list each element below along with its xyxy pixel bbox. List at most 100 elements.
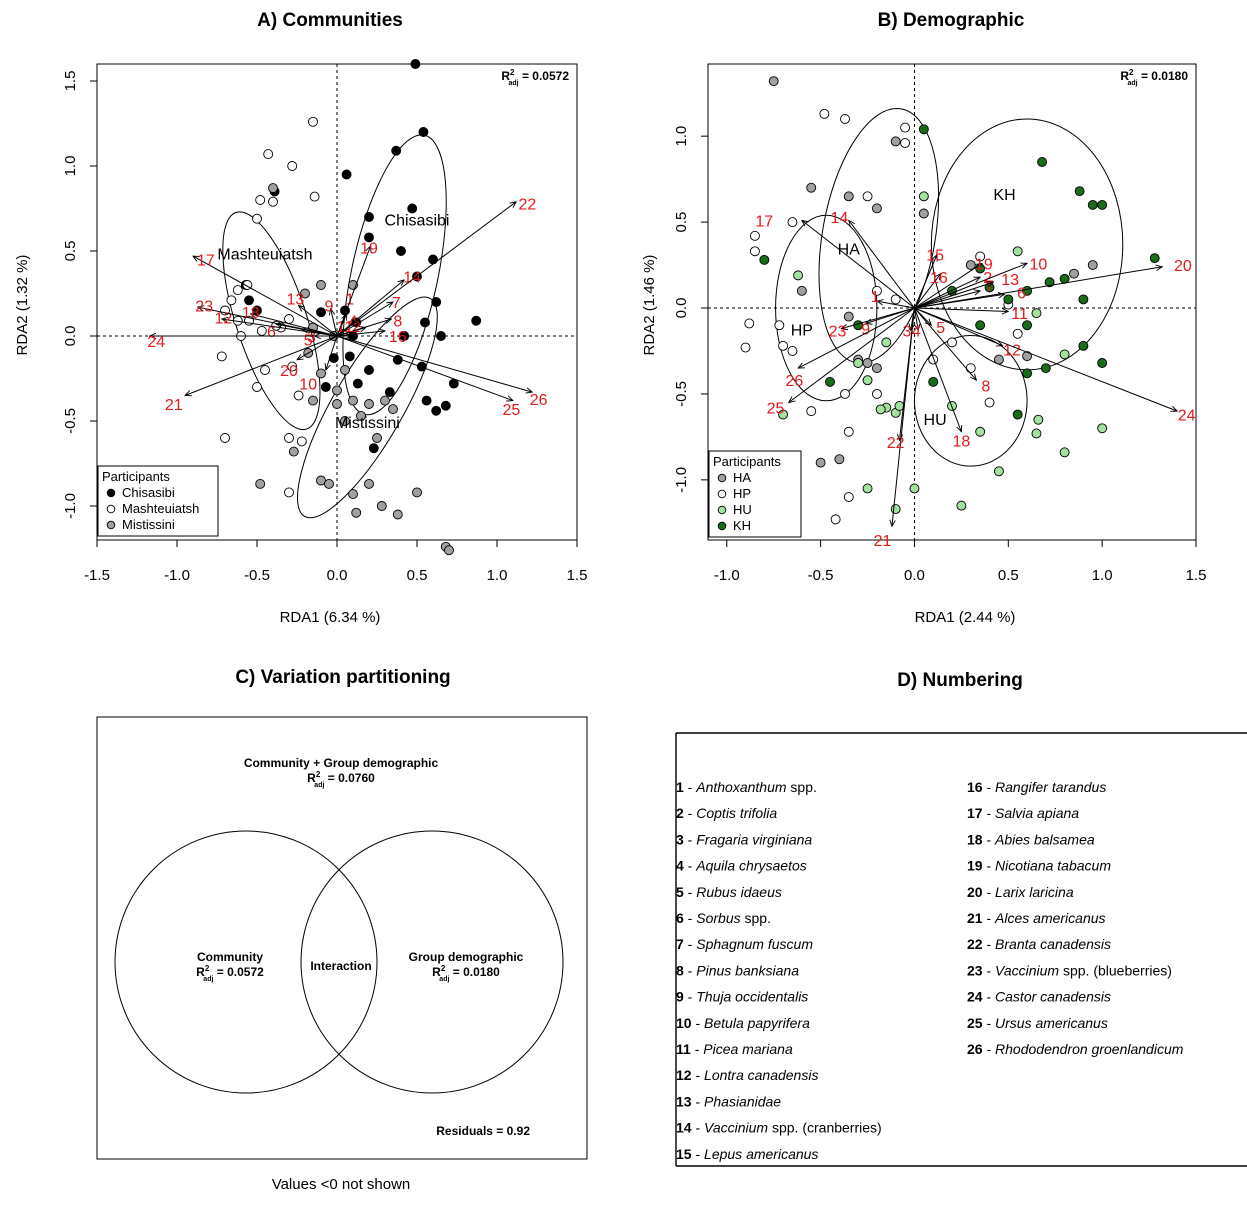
b-group-label: HP xyxy=(791,323,813,340)
a-point-mashteuiatsh xyxy=(309,191,320,202)
numbering-item-24: 24 - Castor canadensis xyxy=(967,989,1111,1005)
a-point-mistissini xyxy=(308,395,318,406)
a-point-mistissini xyxy=(348,489,358,500)
numbering-number: 16 xyxy=(967,779,983,795)
a-r2-main: R xyxy=(501,69,510,83)
b-point-hp xyxy=(900,138,911,148)
a-arrow-22 xyxy=(336,202,516,337)
numbering-species: Sorbus xyxy=(696,910,740,926)
a-point-mashteuiatsh xyxy=(284,487,294,498)
a-arrow-7 xyxy=(336,302,393,337)
numbering-species: Lepus americanus xyxy=(704,1146,818,1162)
a-arrow-label-8: 8 xyxy=(393,314,402,331)
b-point-hp xyxy=(840,388,850,399)
numbering-sep: - xyxy=(983,831,995,847)
a-arrow-label-5: 5 xyxy=(304,332,313,349)
b-point-hu xyxy=(1059,447,1070,458)
b-ytick-label: -0.5 xyxy=(673,381,690,407)
panel-b-demographic: B) Demographic RDA1 (2.44 %) RDA2 (1.46 … xyxy=(641,10,1206,626)
b-ytick-label: 1.0 xyxy=(673,126,690,147)
a-point-chisasibi xyxy=(399,331,410,341)
numbering-number: 6 xyxy=(676,910,684,926)
b-point-hp xyxy=(787,217,798,228)
b-arrow-8 xyxy=(914,307,976,380)
a-arrow-16 xyxy=(336,331,385,337)
panel-c-footnote: Values <0 not shown xyxy=(272,1176,411,1193)
numbering-number: 21 xyxy=(967,910,983,926)
b-arrow-label-20: 20 xyxy=(1174,258,1192,275)
venn-total-r2: R2 adj = 0.0760 xyxy=(307,770,375,789)
a-point-chisasibi xyxy=(440,400,451,411)
b-arrow-15 xyxy=(914,255,937,309)
b-r2-value: = 0.0180 xyxy=(1138,69,1189,83)
numbering-number: 15 xyxy=(676,1146,692,1162)
a-point-chisasibi xyxy=(407,203,418,214)
numbering-species: Vaccinium xyxy=(704,1120,768,1136)
b-point-kh xyxy=(1022,320,1033,331)
b-arrow-label-7: 7 xyxy=(985,279,994,296)
numbering-item-2: 2 - Coptis trifolia xyxy=(676,805,777,821)
a-arrow-14 xyxy=(336,280,404,337)
numbering-item-23: 23 - Vaccinium spp. (blueberries) xyxy=(967,962,1172,978)
panel-a-xlabel: RDA1 (6.34 %) xyxy=(280,609,381,626)
numbering-number: 24 xyxy=(967,989,983,1005)
b-arrow-label-15: 15 xyxy=(926,248,944,265)
numbering-species: Fragaria virginiana xyxy=(696,831,812,847)
a-legend-label: Chisasibi xyxy=(122,485,175,500)
b-point-kh xyxy=(1037,156,1048,167)
b-point-kh xyxy=(1097,199,1108,210)
b-ellipse-hu xyxy=(913,335,1028,467)
b-xtick-label: 1.5 xyxy=(1186,567,1207,584)
numbering-species: Aquila chrysaetos xyxy=(695,858,807,874)
numbering-number: 1 xyxy=(676,779,684,795)
a-point-mashteuiatsh xyxy=(296,436,307,447)
b-point-hu xyxy=(993,466,1004,477)
b-arrow-19 xyxy=(914,263,982,309)
b-arrow-label-8: 8 xyxy=(981,378,990,395)
a-legend-label: Mashteuiatsh xyxy=(122,501,199,516)
b-arrow-label-17: 17 xyxy=(755,213,773,230)
numbering-number: 23 xyxy=(967,962,983,978)
b-point-kh xyxy=(975,320,986,331)
a-r2-sup: 2 xyxy=(510,68,515,77)
a-arrow-label-26: 26 xyxy=(530,392,548,409)
numbering-species: Rangifer tarandus xyxy=(995,779,1106,795)
numbering-species: Picea mariana xyxy=(703,1041,793,1057)
b-point-kh xyxy=(1097,358,1108,368)
b-point-hu xyxy=(862,483,873,494)
b-ytick-label: 0.0 xyxy=(673,298,690,319)
a-arrow-12 xyxy=(222,319,338,337)
b-legend-label: HU xyxy=(733,502,752,517)
numbering-sep: - xyxy=(684,910,696,926)
a-arrow-label-18: 18 xyxy=(242,305,260,322)
b-point-hu xyxy=(918,191,929,202)
b-legend-swatch xyxy=(717,489,727,499)
b-arrow-label-21: 21 xyxy=(874,533,892,550)
a-arrow-label-25: 25 xyxy=(503,402,521,419)
a-point-chisasibi xyxy=(420,317,430,328)
numbering-species: Abies balsamea xyxy=(994,831,1095,847)
numbering-species: Rhododendron groenlandicum xyxy=(995,1041,1184,1057)
b-point-ha xyxy=(815,457,826,468)
a-point-mistissini xyxy=(268,183,278,194)
a-arrow-17 xyxy=(193,256,338,337)
b-point-kh xyxy=(1012,409,1023,420)
numbering-item-17: 17 - Salvia apiana xyxy=(967,805,1079,821)
a-legend-swatch xyxy=(106,488,116,498)
a-point-mistissini xyxy=(316,280,326,290)
b-arrow-label-1: 1 xyxy=(871,289,880,306)
b-point-kh xyxy=(1059,273,1070,284)
a-arrow-label-22: 22 xyxy=(519,196,537,213)
a-point-mistissini xyxy=(300,288,310,299)
b-point-ha xyxy=(1069,268,1079,279)
a-arrow-label-21: 21 xyxy=(165,397,183,414)
b-point-kh xyxy=(759,254,770,265)
a-point-mistissini xyxy=(324,478,334,489)
numbering-sep: - xyxy=(983,962,995,978)
a-arrow-20 xyxy=(297,335,338,360)
b-legend-title: Participants xyxy=(713,454,781,469)
b-point-hp xyxy=(744,318,755,329)
numbering-species: Castor canadensis xyxy=(995,989,1111,1005)
a-xtick-label: 1.5 xyxy=(567,567,588,584)
a-arrow-label-11: 11 xyxy=(337,319,354,336)
